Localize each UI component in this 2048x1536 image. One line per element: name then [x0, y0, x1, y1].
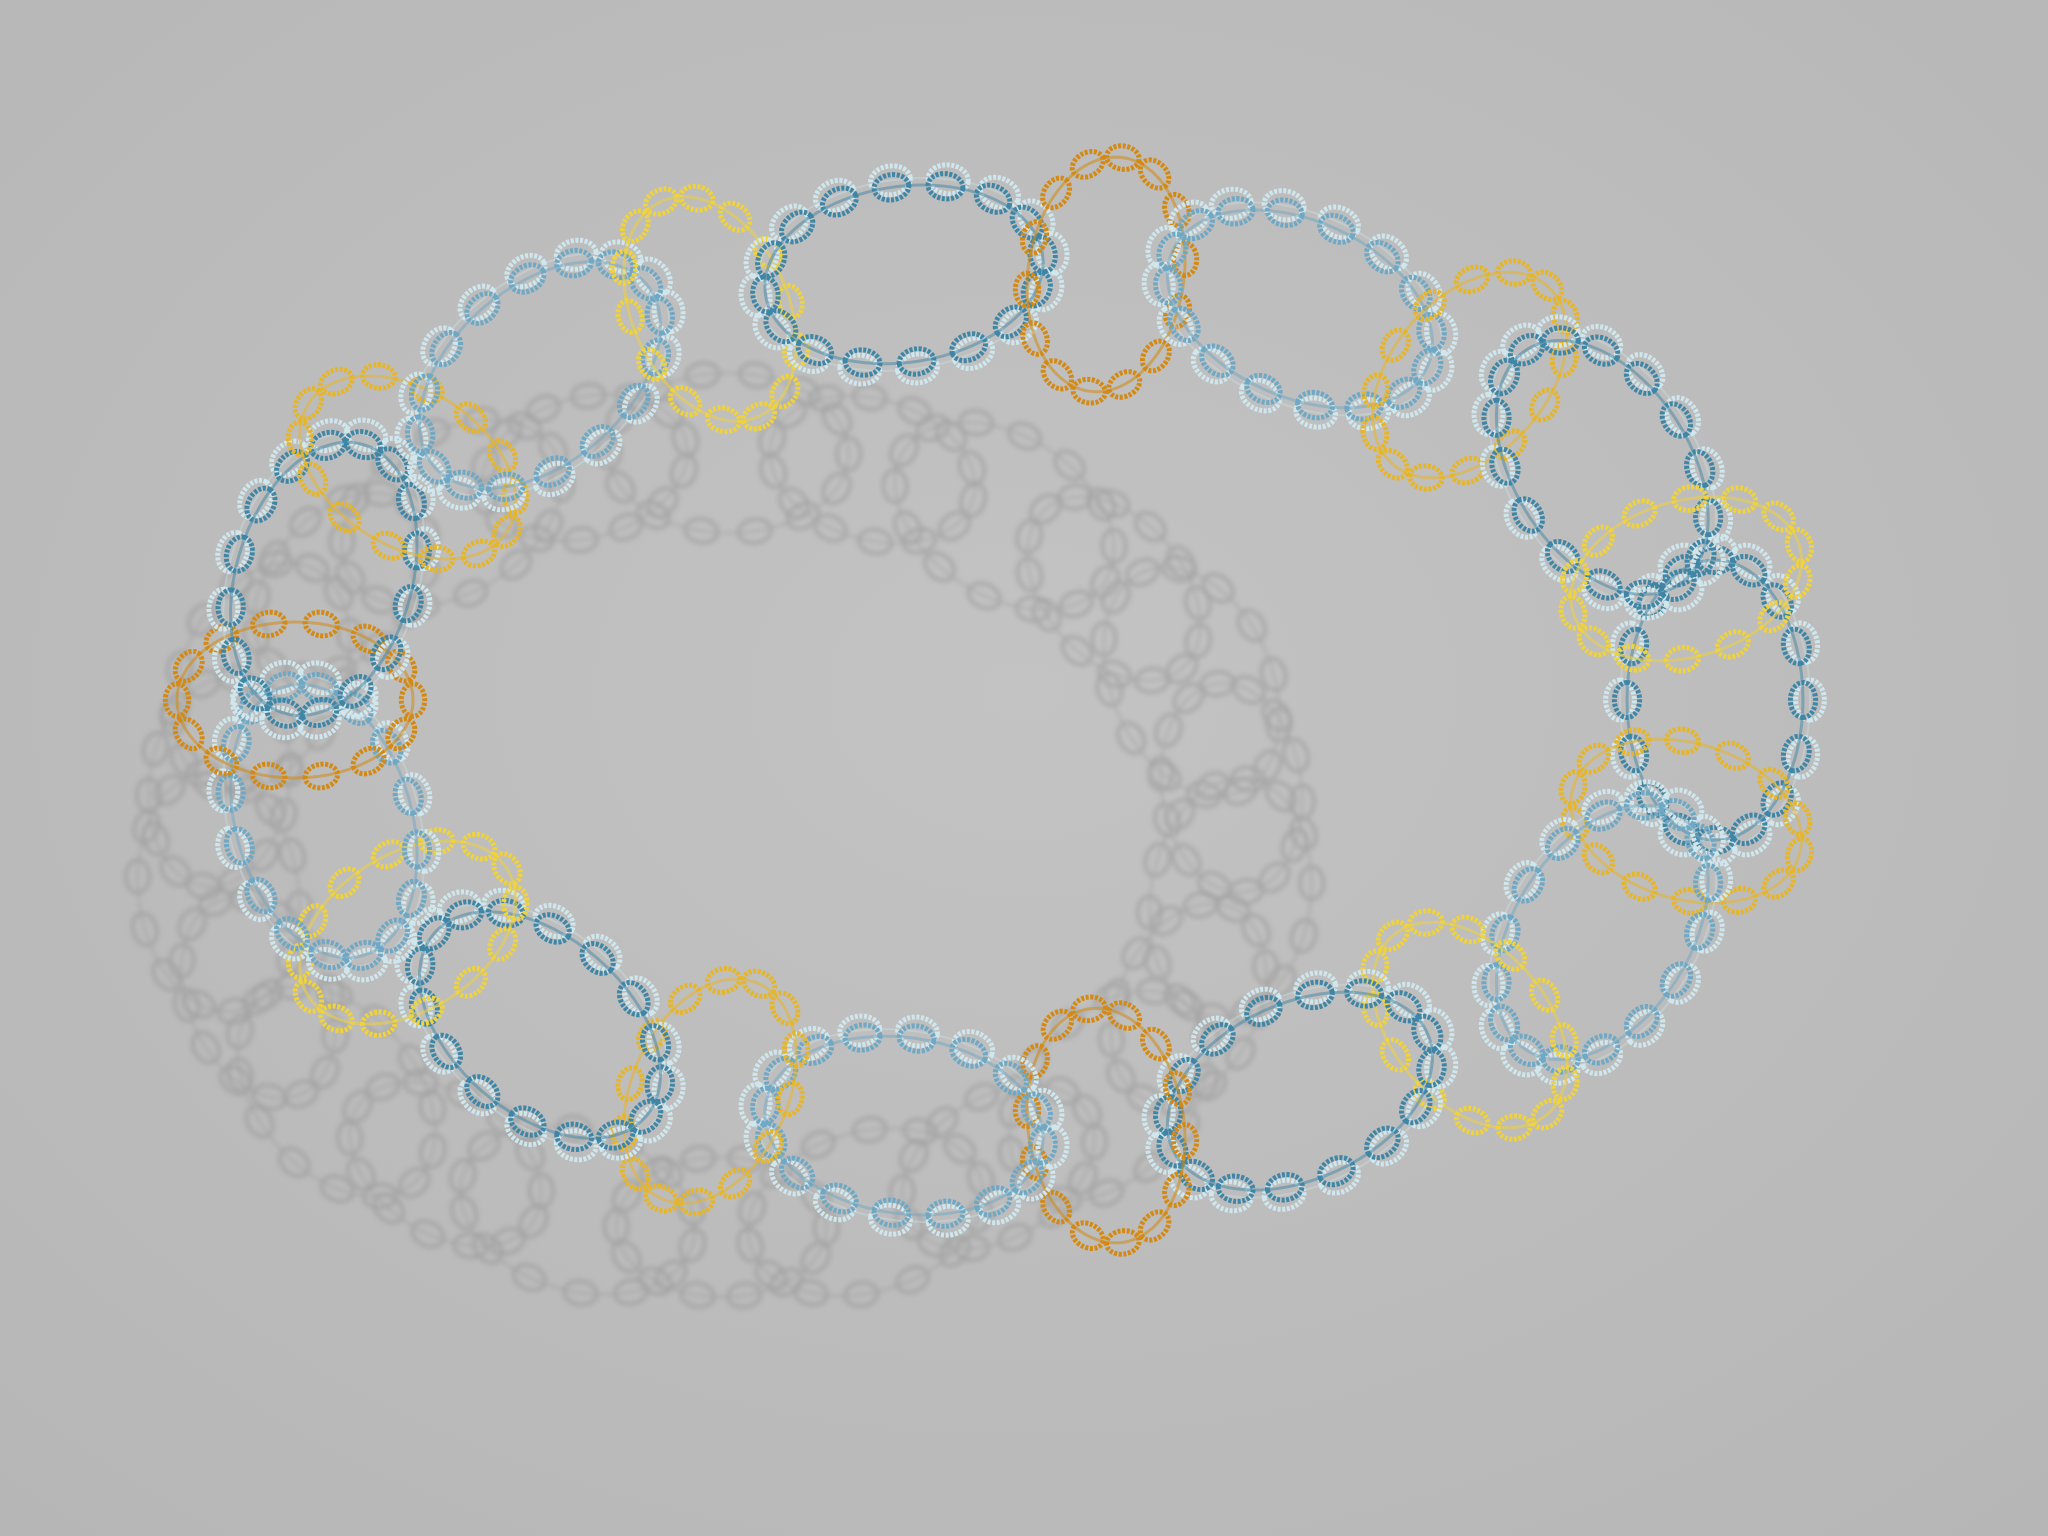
blue-link-halo-11	[206, 659, 442, 983]
blue-link-halo-5	[1141, 968, 1459, 1214]
gold-link-14	[285, 362, 530, 573]
shadow-link-20	[1014, 482, 1213, 695]
blue-link-halo-1	[1603, 533, 1827, 867]
shadow-link-15	[327, 405, 576, 620]
ring-chain-necklace	[162, 143, 1827, 1257]
gold-link-22	[1558, 484, 1815, 674]
blue-link-halo-17	[738, 162, 1070, 387]
shadow-link-6	[602, 1144, 841, 1310]
blue-link-3	[1481, 790, 1724, 1075]
blue-link-halo-21	[1471, 314, 1734, 621]
blue-link-21	[1481, 325, 1724, 610]
gold-link-8	[609, 965, 811, 1217]
blue-link-15	[405, 247, 675, 503]
blue-link-17	[750, 171, 1058, 378]
gold-link-2	[1558, 726, 1815, 916]
gold-link-12	[162, 609, 428, 791]
shadow-link-19	[880, 408, 1129, 624]
shadow-link-10	[167, 885, 350, 1112]
shadow-link-13	[159, 549, 364, 804]
blue-link-halo-19	[1141, 186, 1459, 432]
shadow-link-21	[1089, 554, 1294, 810]
blue-link-13	[215, 429, 433, 729]
blue-link-halo-3	[1471, 779, 1734, 1086]
shadow-link-18	[757, 383, 988, 556]
gold-link-20	[1360, 258, 1580, 492]
blue-link-halo-9	[394, 887, 686, 1163]
shadow-link-22	[1146, 669, 1317, 907]
blue-link-9	[405, 897, 675, 1153]
shadow-link-17	[594, 360, 863, 546]
blue-link-halo-7	[738, 1013, 1070, 1238]
